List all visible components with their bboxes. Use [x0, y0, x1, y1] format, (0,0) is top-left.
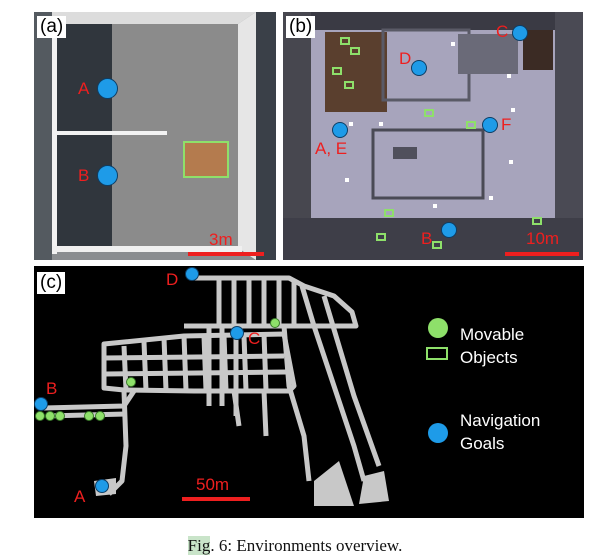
goal-label-c: C — [496, 22, 509, 41]
scale-bar-c — [182, 497, 250, 501]
goal-marker-d — [411, 60, 427, 76]
goal-label-c-panel-c: C — [248, 329, 261, 348]
goal-marker-b-panel-c — [34, 397, 48, 411]
goal-label-b-panel-c: B — [46, 379, 58, 398]
goal-marker-a-panel-c — [95, 479, 109, 493]
goal-label-ae: A, E — [315, 139, 348, 158]
legend-goal-label-2: Goals — [460, 434, 505, 453]
scale-bar-a — [188, 252, 264, 256]
goal-label-d: D — [399, 49, 412, 68]
panel-c-floorplan — [35, 275, 389, 506]
panel-c-label: (c) — [37, 272, 66, 294]
legend-movable-box — [426, 347, 448, 360]
goal-label-b: B — [78, 166, 90, 185]
panel-a-scene — [34, 12, 276, 260]
goal-label-a: A — [78, 79, 90, 98]
panel-b-image: (b) C D A, E F B 10m — [283, 12, 583, 260]
scale-bar-b — [505, 252, 579, 256]
goal-label-b-panel-b: B — [421, 229, 433, 248]
goal-marker-c-panel-c — [230, 326, 244, 340]
legend-movable-label-1: Movable — [460, 325, 525, 344]
figure-caption: Fig. 6: Environments overview. — [0, 536, 590, 556]
goal-marker-c — [512, 25, 528, 41]
scale-label-a: 3m — [209, 230, 233, 249]
panel-a-label: (a) — [37, 16, 67, 38]
goal-marker-a — [97, 78, 118, 99]
scale-label-b: 10m — [526, 229, 560, 248]
legend-movable-label-2: Objects — [460, 348, 518, 367]
panel-a-image: (a) A B 3m — [34, 12, 276, 260]
panel-b-scene — [283, 12, 583, 260]
panel-b-label: (b) — [286, 16, 316, 38]
caption-text: . 6: Environments overview. — [210, 536, 403, 555]
goal-marker-b — [97, 165, 118, 186]
goal-label-d-panel-c: D — [166, 270, 179, 289]
goal-marker-f — [482, 117, 498, 133]
goal-marker-d-panel-c — [185, 267, 199, 281]
goal-marker-ae — [332, 122, 348, 138]
caption-fig: Fig — [187, 536, 211, 555]
legend-goal-dot — [428, 423, 448, 443]
goal-marker-b-panel-b — [441, 222, 457, 238]
legend-movable-dot — [428, 318, 448, 338]
scale-label-c: 50m — [196, 475, 230, 494]
panel-c-map: (c) D C B A 50m Movable Objects Navigati… — [34, 266, 584, 518]
goal-label-a-panel-c: A — [74, 487, 86, 506]
goal-label-f: F — [501, 115, 512, 134]
legend-goal-label-1: Navigation — [460, 411, 541, 430]
